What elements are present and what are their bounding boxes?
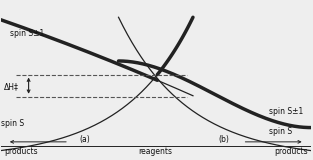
Text: spin S: spin S <box>269 127 292 136</box>
Text: spin S±1: spin S±1 <box>10 29 44 38</box>
Text: ΔH‡: ΔH‡ <box>4 83 19 92</box>
Text: reagents: reagents <box>139 147 173 156</box>
Text: spin S: spin S <box>1 119 24 128</box>
Text: products: products <box>274 147 308 156</box>
Text: products: products <box>4 147 38 156</box>
Text: (b): (b) <box>218 135 229 144</box>
Text: (a): (a) <box>79 135 90 144</box>
Text: spin S±1: spin S±1 <box>269 107 303 116</box>
